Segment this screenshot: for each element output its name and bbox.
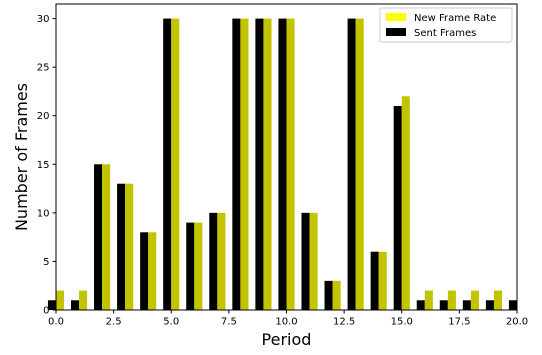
bar-sent-frames xyxy=(485,300,494,310)
x-tick-label: 10.0 xyxy=(275,317,297,328)
bar-new-frame-rate xyxy=(286,18,295,310)
x-tick-label: 7.5 xyxy=(221,317,237,328)
bar-new-frame-rate xyxy=(263,18,272,310)
bar-sent-frames xyxy=(416,300,425,310)
legend-box xyxy=(379,7,513,43)
x-tick-label: 0.0 xyxy=(48,317,64,328)
bar-new-frame-rate xyxy=(447,290,456,310)
bar-new-frame-rate xyxy=(148,232,157,310)
bar-sent-frames xyxy=(70,300,80,310)
x-tick-label: 5.0 xyxy=(163,317,179,328)
bar-sent-frames xyxy=(94,164,103,310)
bar-sent-frames xyxy=(255,18,264,310)
x-tick-label: 12.5 xyxy=(333,317,355,328)
bar-new-frame-rate xyxy=(240,18,249,310)
bar-new-frame-rate xyxy=(378,251,387,310)
x-tick-label: 15.0 xyxy=(391,317,413,328)
bar-sent-frames xyxy=(140,232,149,310)
bar-new-frame-rate xyxy=(171,18,180,310)
bar-new-frame-rate xyxy=(217,212,226,310)
bar-sent-frames xyxy=(117,183,126,310)
x-axis-title: Period xyxy=(262,330,312,349)
bar-new-frame-rate xyxy=(56,290,65,310)
y-tick-label: 10 xyxy=(37,208,50,219)
bar-new-frame-rate xyxy=(470,290,479,310)
y-tick-label: 15 xyxy=(37,160,50,171)
y-tick-label: 30 xyxy=(37,14,50,25)
bar-new-frame-rate xyxy=(125,183,134,310)
bar-new-frame-rate xyxy=(309,212,318,310)
bar-new-frame-rate xyxy=(401,96,410,311)
x-tick-label: 2.5 xyxy=(106,317,122,328)
legend-label-new-frame-rate: New Frame Rate xyxy=(414,13,496,24)
x-tick-label: 20.0 xyxy=(506,317,528,328)
y-tick-label: 25 xyxy=(37,63,50,74)
ticks-layer: 0.0 2.5 5.0 7.5 10.0 12.5 15.0 17.5 20.0 0 5 10 15 20… xyxy=(37,14,528,327)
bar-sent-frames xyxy=(508,300,517,310)
y-tick-label: 0 xyxy=(43,306,49,317)
bar-sent-frames xyxy=(370,251,379,310)
bar-new-frame-rate xyxy=(424,290,433,310)
bar-sent-frames xyxy=(324,280,333,310)
legend: New Frame Rate Sent Frames xyxy=(379,7,513,43)
y-tick-label: 20 xyxy=(37,111,50,122)
legend-label-sent-frames: Sent Frames xyxy=(414,28,476,39)
y-tick-label: 5 xyxy=(43,257,49,268)
bar-sent-frames xyxy=(347,18,356,310)
bar-new-frame-rate xyxy=(79,290,88,310)
bar-sent-frames xyxy=(186,222,195,310)
bar-new-frame-rate xyxy=(102,164,111,310)
bar-sent-frames xyxy=(301,212,310,310)
bar-sent-frames xyxy=(278,18,287,310)
bar-new-frame-rate xyxy=(355,18,364,310)
bar-new-frame-rate xyxy=(332,280,341,310)
x-tick-label: 17.5 xyxy=(448,317,470,328)
bars-layer xyxy=(47,18,517,311)
bar-sent-frames xyxy=(163,18,172,310)
bar-sent-frames xyxy=(439,300,448,310)
bar-sent-frames xyxy=(47,300,56,310)
bar-sent-frames xyxy=(393,106,402,310)
y-axis-title: Number of Frames xyxy=(12,83,31,231)
bar-sent-frames xyxy=(462,300,471,310)
legend-swatch-sent-frames xyxy=(386,28,406,36)
bar-sent-frames xyxy=(209,212,218,310)
bar-new-frame-rate xyxy=(194,222,203,310)
legend-swatch-new-frame-rate xyxy=(386,13,406,21)
bar-new-frame-rate xyxy=(493,290,503,310)
bar-sent-frames xyxy=(232,18,241,310)
